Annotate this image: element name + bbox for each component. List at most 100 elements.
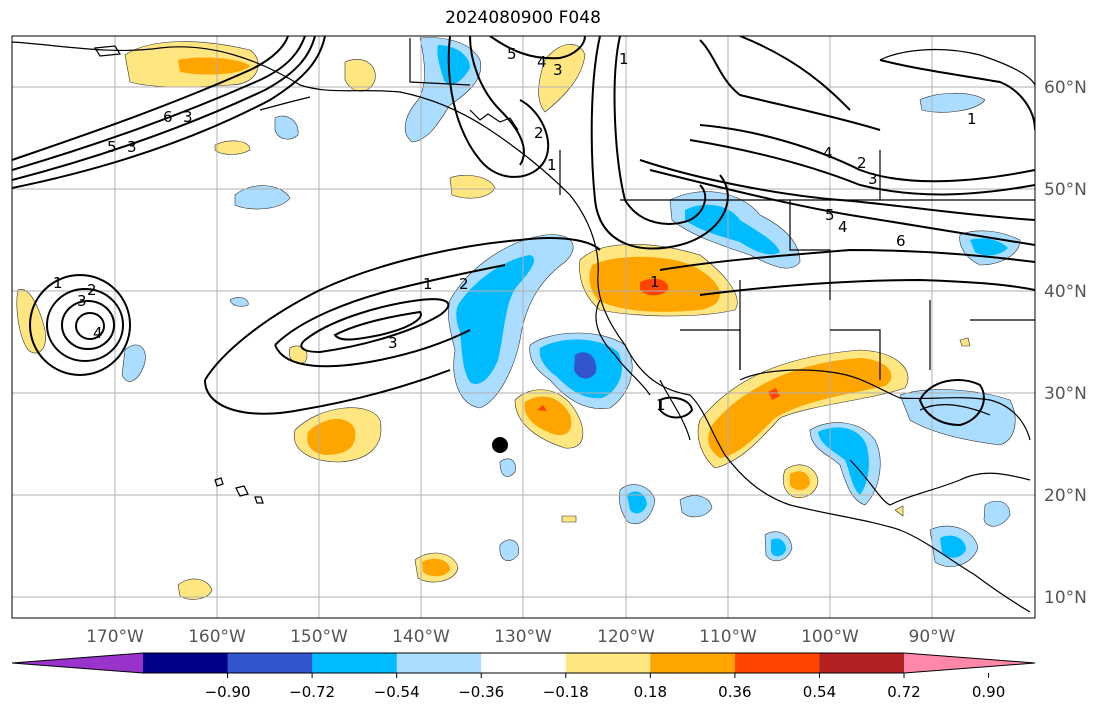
contours xyxy=(12,36,1035,427)
contour-labels: 6 5 3 5 4 3 2 1 1 2 3 4 1 2 3 4 1 5 4 6 … xyxy=(53,45,977,414)
contour-label: 2 xyxy=(857,154,867,172)
contour-line xyxy=(12,36,326,189)
negative-anomaly xyxy=(274,115,299,140)
lat-label: 60°N xyxy=(1044,78,1087,98)
contour-label: 5 xyxy=(825,206,835,224)
contour-line xyxy=(639,159,1035,221)
positive-anomaly xyxy=(177,578,213,600)
contour-label: 3 xyxy=(388,334,398,352)
contour-line xyxy=(613,36,707,225)
contour-line xyxy=(739,36,851,111)
contour-label: 3 xyxy=(127,138,137,156)
colorbar: −0.90 −0.72 −0.54 −0.36 −0.18 0.18 0.36 0.54 0.7… xyxy=(11,652,1036,701)
colorbar-segment xyxy=(396,653,482,673)
colorbar-segment xyxy=(565,653,651,673)
lat-label: 40°N xyxy=(1044,282,1087,302)
contour-label: 3 xyxy=(553,61,563,79)
negative-anomaly xyxy=(574,352,597,379)
negative-anomaly xyxy=(229,297,249,307)
colorbar-tick-label: −0.54 xyxy=(374,683,420,701)
contour-label: 5 xyxy=(507,45,517,63)
contour-label: 4 xyxy=(823,144,833,162)
positive-anomaly xyxy=(422,558,450,577)
positive-anomaly xyxy=(538,44,586,113)
coastlines xyxy=(12,38,1035,613)
negative-anomaly xyxy=(499,539,520,562)
contour-label: 2 xyxy=(87,281,97,299)
contour-label: 5 xyxy=(107,138,117,156)
shaded-anomalies xyxy=(16,37,1021,600)
negative-anomaly xyxy=(456,255,535,384)
contour-line xyxy=(918,379,985,427)
contour-label: 4 xyxy=(838,218,848,236)
positive-anomaly xyxy=(16,289,46,354)
negative-anomaly xyxy=(234,185,291,210)
colorbar-outline xyxy=(11,652,1036,674)
plot-frame xyxy=(11,35,1036,619)
colorbar-tick-label: −0.90 xyxy=(205,683,251,701)
lon-label: 100°W xyxy=(801,627,859,647)
negative-anomaly xyxy=(499,458,516,477)
contour-line xyxy=(61,300,115,350)
contour-label: 1 xyxy=(53,274,63,292)
negative-anomaly xyxy=(627,491,647,514)
positive-anomaly xyxy=(289,345,308,364)
contour-label: 2 xyxy=(459,275,469,293)
contour-line xyxy=(12,36,316,181)
lat-label: 10°N xyxy=(1044,588,1087,608)
lon-labels: 170°W 160°W 150°W 140°W 130°W 120°W 110°… xyxy=(86,627,956,647)
lat-label: 30°N xyxy=(1044,384,1087,404)
negative-anomaly xyxy=(899,389,1016,446)
colorbar-tick-label: −0.18 xyxy=(543,683,589,701)
contour-line xyxy=(204,369,451,415)
contour-label: 6 xyxy=(163,108,173,126)
contour-line xyxy=(12,36,306,171)
location-marker xyxy=(492,437,508,453)
lon-label: 90°W xyxy=(909,627,956,647)
contour-line xyxy=(649,169,1035,246)
contour-label: 1 xyxy=(650,273,660,291)
positive-anomaly xyxy=(449,175,496,199)
positive-anomaly xyxy=(561,515,577,523)
contour-label: 1 xyxy=(656,396,666,414)
graticule xyxy=(12,36,1035,618)
contour-line xyxy=(469,36,525,166)
colorbar-tick-label: 0.18 xyxy=(634,683,667,701)
contour-line xyxy=(699,278,1035,296)
contour-line xyxy=(274,264,506,346)
negative-anomaly xyxy=(970,238,1008,256)
colorbar-segment xyxy=(481,653,567,673)
positive-anomaly xyxy=(178,57,250,75)
contour-label: 4 xyxy=(93,324,103,342)
contour-label: 1 xyxy=(619,50,629,68)
contour-line xyxy=(29,274,131,376)
contour-line xyxy=(274,329,471,368)
positive-anomaly xyxy=(537,405,547,411)
contour-line xyxy=(659,248,1035,271)
colorbar-segment xyxy=(734,653,820,673)
colorbar-segment xyxy=(312,653,398,673)
lon-label: 110°W xyxy=(699,627,757,647)
negative-anomaly xyxy=(983,500,1011,527)
negative-anomaly xyxy=(685,204,780,255)
contour-label: 1 xyxy=(547,156,557,174)
positive-anomaly xyxy=(708,358,892,458)
negative-anomaly xyxy=(679,495,713,518)
contour-line xyxy=(489,36,586,60)
colorbar-segment xyxy=(227,653,313,673)
lon-label: 160°W xyxy=(188,627,246,647)
colorbar-segment xyxy=(143,653,229,673)
negative-anomaly xyxy=(818,427,869,495)
contour-line xyxy=(447,36,550,178)
colorbar-tick-label: 0.54 xyxy=(803,683,836,701)
colorbar-tick-label: −0.36 xyxy=(458,683,504,701)
contour-label: 1 xyxy=(423,275,433,293)
contour-label: 4 xyxy=(537,53,547,71)
positive-anomaly xyxy=(768,388,780,400)
contour-line xyxy=(75,312,105,340)
contour-line xyxy=(590,36,729,250)
positive-anomaly xyxy=(959,337,971,347)
negative-anomaly xyxy=(771,538,786,557)
contour-line xyxy=(46,288,124,362)
contour-line xyxy=(300,298,450,354)
